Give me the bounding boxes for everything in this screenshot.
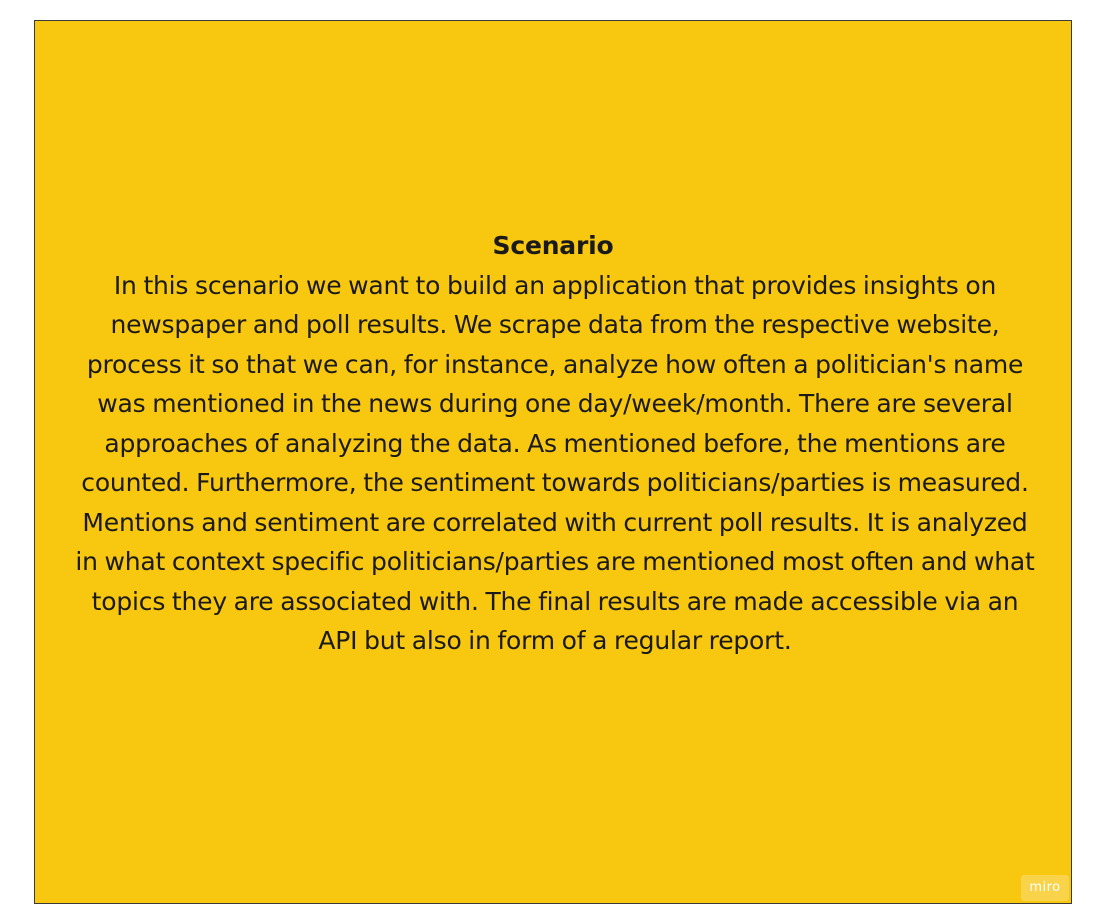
miro-watermark: miro — [1021, 875, 1069, 901]
sticky-note-title: Scenario — [492, 231, 614, 260]
sticky-note-body: In this scenario we want to build an app… — [75, 270, 1035, 656]
sticky-note-text: Scenario In this scenario we want to bui… — [35, 226, 1071, 661]
sticky-note[interactable]: Scenario In this scenario we want to bui… — [34, 20, 1072, 904]
